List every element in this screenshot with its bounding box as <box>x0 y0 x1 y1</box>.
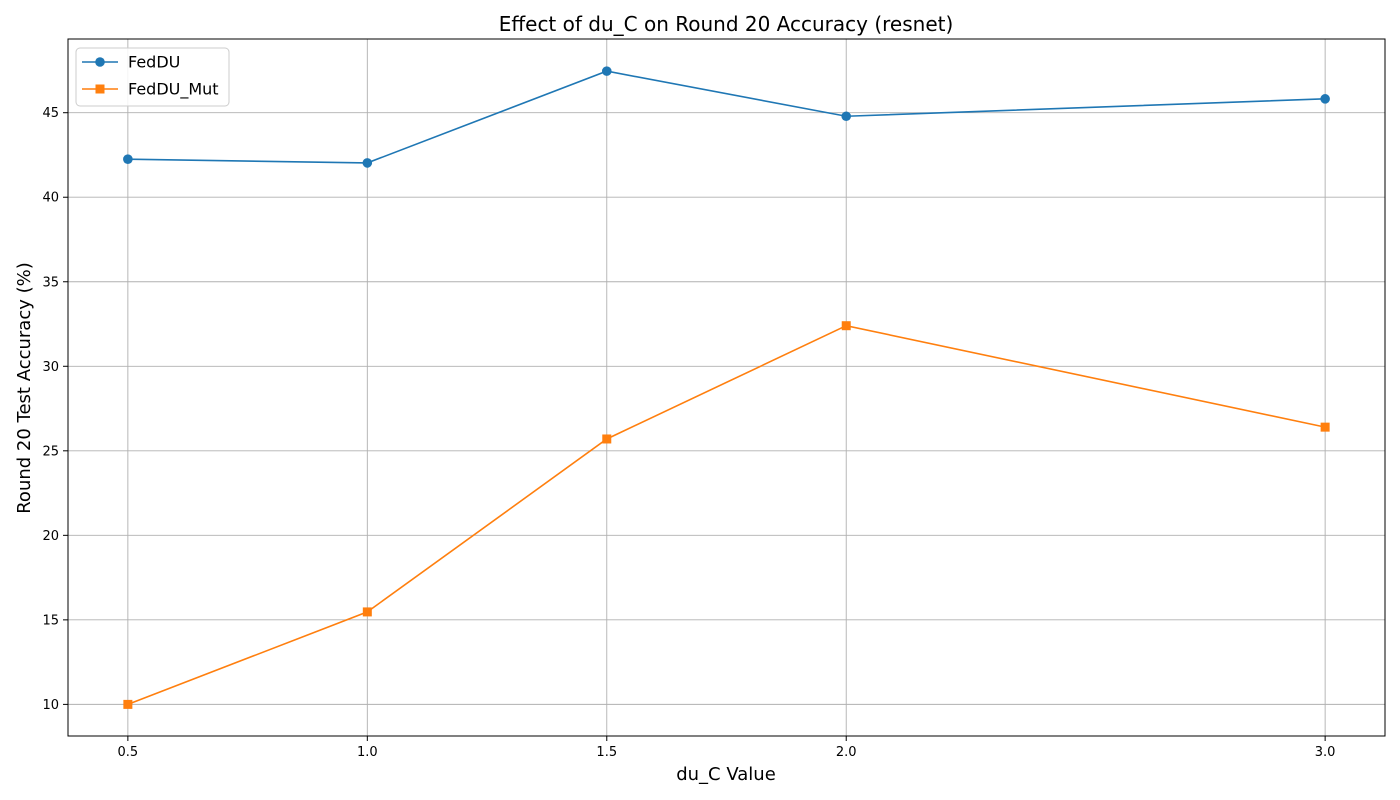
y-tick-label: 10 <box>42 698 59 713</box>
axis-ticks: 0.5 1.0 1.5 2.0 3.0 10 15 20 25 30 35 40 45 <box>42 106 1335 760</box>
x-tick-label: 0.5 <box>118 745 139 760</box>
data-point <box>123 699 133 709</box>
y-tick-label: 45 <box>42 106 59 121</box>
series-feddu <box>123 66 1330 168</box>
y-axis-label: Round 20 Test Accuracy (%) <box>14 262 35 514</box>
legend-marker <box>95 84 105 94</box>
data-point <box>841 321 851 331</box>
y-tick-label: 35 <box>42 275 59 290</box>
series-lines <box>123 66 1330 709</box>
series-line <box>127 324 1326 706</box>
data-point <box>1320 94 1330 104</box>
x-tick-label: 1.0 <box>357 745 378 760</box>
y-tick-label: 25 <box>42 444 59 459</box>
series-feddu-mut <box>123 321 1330 709</box>
legend-marker <box>95 57 105 67</box>
data-point <box>1320 422 1330 432</box>
data-point <box>841 111 852 122</box>
y-tick-label: 15 <box>42 613 59 628</box>
legend-label: FedDU_Mut <box>128 80 219 100</box>
y-tick-label: 30 <box>42 360 59 375</box>
legend: FedDU FedDU_Mut <box>75 47 230 107</box>
data-point <box>602 434 612 444</box>
x-tick-label: 3.0 <box>1315 745 1336 760</box>
x-axis-label: du_C Value <box>676 764 776 785</box>
chart-title: Effect of du_C on Round 20 Accuracy (res… <box>499 12 954 36</box>
plot-frame <box>67 38 1386 737</box>
legend-label: FedDU <box>128 53 180 72</box>
legend-item: FedDU_Mut <box>82 80 219 100</box>
data-point <box>123 154 133 164</box>
series-line <box>127 70 1326 164</box>
data-point <box>362 158 373 168</box>
x-tick-label: 2.0 <box>836 745 857 760</box>
y-tick-label: 20 <box>42 529 59 544</box>
grid <box>68 39 1385 736</box>
y-tick-label: 40 <box>42 191 59 206</box>
legend-item: FedDU <box>82 53 180 72</box>
data-point <box>601 66 612 76</box>
x-tick-label: 1.5 <box>596 745 617 760</box>
data-point <box>362 607 372 617</box>
